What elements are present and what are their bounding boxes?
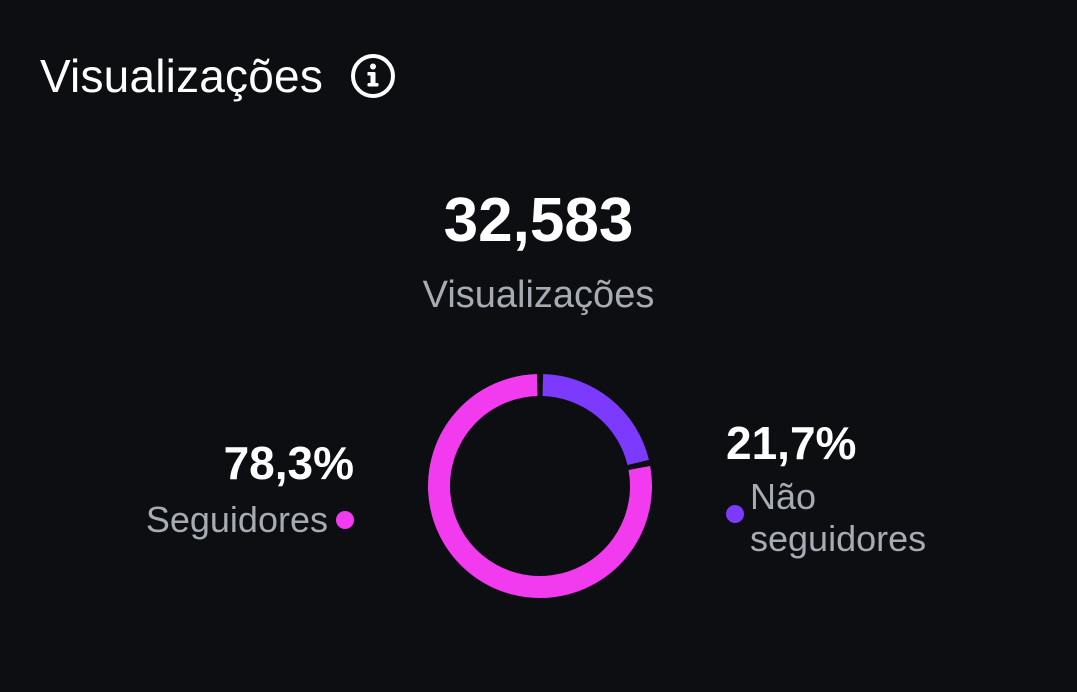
total-views-label: Visualizações bbox=[422, 274, 655, 316]
followers-label: Seguidores bbox=[145, 499, 328, 540]
non-followers-legend-row: Não seguidores bbox=[726, 476, 950, 561]
followers-percent: 78,3% bbox=[223, 437, 354, 489]
card-title: Visualizações bbox=[40, 50, 324, 102]
followers-color-dot bbox=[336, 510, 354, 529]
followers-legend-row: Seguidores bbox=[146, 498, 354, 541]
non-followers-color-dot bbox=[726, 505, 744, 523]
info-button[interactable] bbox=[349, 52, 397, 100]
non-followers-label: Não seguidores bbox=[750, 476, 927, 560]
total-views-value: 32,583 bbox=[443, 186, 634, 255]
donut-chart bbox=[428, 374, 652, 598]
non-followers-percent: 21,7% bbox=[726, 417, 857, 469]
info-circle-icon bbox=[351, 54, 396, 98]
legend-non-followers: 21,7% Não seguidores bbox=[726, 420, 950, 561]
donut-slice-followers bbox=[428, 374, 652, 598]
card-header: Visualizações bbox=[40, 44, 397, 108]
donut-slice-non-followers bbox=[542, 374, 649, 466]
legend-followers: 78,3% Seguidores bbox=[146, 440, 354, 541]
